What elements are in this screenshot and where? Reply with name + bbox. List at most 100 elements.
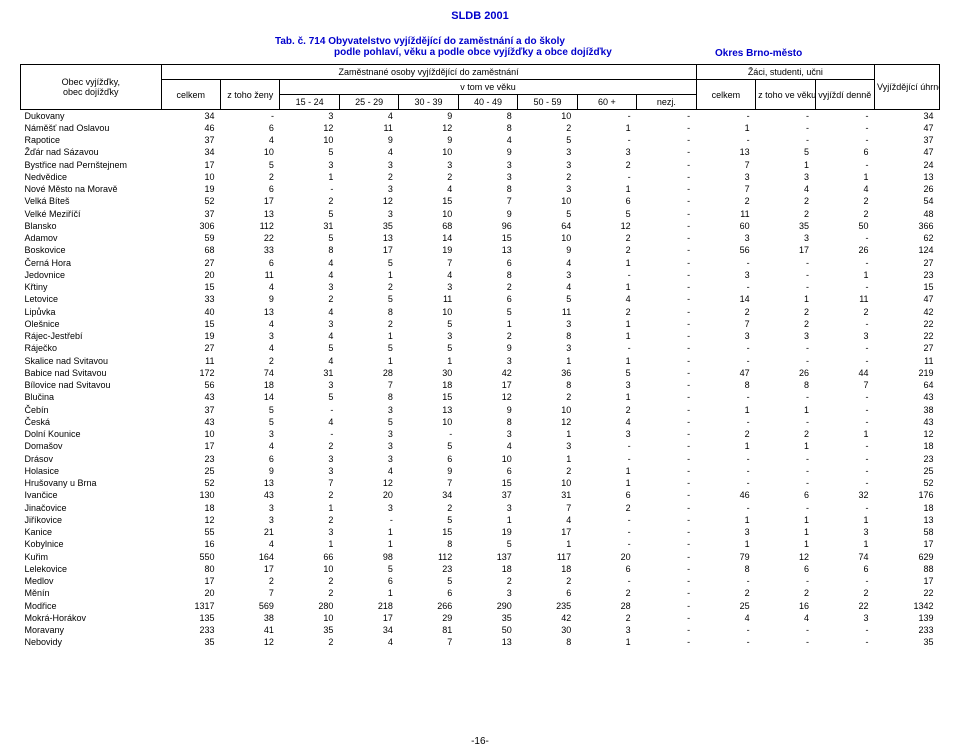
row-cell: 366: [875, 220, 940, 232]
row-cell: 33: [220, 245, 279, 257]
row-cell: 7: [280, 478, 339, 490]
row-cell: 8: [339, 392, 398, 404]
row-cell: 18: [875, 502, 940, 514]
row-cell: 17: [875, 576, 940, 588]
row-cell: 5: [280, 233, 339, 245]
row-cell: 9: [518, 245, 577, 257]
row-cell: 9: [399, 465, 458, 477]
row-cell: -: [280, 429, 339, 441]
row-cell: 6: [220, 257, 279, 269]
table-row: Mokrá-Horákov1353810172935422-443139: [21, 612, 940, 624]
row-cell: 35: [458, 612, 517, 624]
row-cell: -: [637, 135, 696, 147]
row-cell: -: [815, 416, 874, 428]
row-cell: 1: [696, 404, 755, 416]
row-cell: 18: [518, 563, 577, 575]
row-cell: 11: [339, 122, 398, 134]
row-name: Nové Město na Moravě: [21, 184, 162, 196]
row-cell: 1: [577, 282, 636, 294]
row-cell: 74: [815, 551, 874, 563]
row-cell: 15: [399, 527, 458, 539]
row-cell: 3: [577, 380, 636, 392]
row-cell: 22: [815, 600, 874, 612]
row-cell: 8: [458, 184, 517, 196]
row-cell: 47: [875, 294, 940, 306]
row-cell: 3: [399, 282, 458, 294]
row-cell: 64: [875, 380, 940, 392]
row-cell: 10: [280, 135, 339, 147]
col-25-29: 25 - 29: [339, 95, 398, 110]
row-cell: 13: [458, 245, 517, 257]
row-cell: 30: [399, 367, 458, 379]
row-cell: 17: [161, 576, 220, 588]
row-cell: 14: [399, 233, 458, 245]
row-cell: 17: [756, 245, 815, 257]
row-cell: 3: [458, 159, 517, 171]
col-uhrnem: Vyjíždějící úhrnem: [875, 65, 940, 110]
row-cell: 25: [161, 465, 220, 477]
row-cell: -: [756, 576, 815, 588]
row-cell: -: [637, 637, 696, 649]
row-cell: -: [756, 637, 815, 649]
table-row: Čebín375-3139102-11-38: [21, 404, 940, 416]
row-cell: -: [577, 135, 636, 147]
table-row: Drásov236336101-----23: [21, 453, 940, 465]
row-cell: 3: [280, 282, 339, 294]
title-prefix: Tab. č. 714: [275, 36, 325, 47]
row-cell: 2: [756, 588, 815, 600]
table-row: Kobylnice16411851--11117: [21, 539, 940, 551]
row-cell: 3: [280, 465, 339, 477]
row-cell: 233: [161, 625, 220, 637]
row-cell: -: [637, 159, 696, 171]
row-cell: 6: [339, 576, 398, 588]
row-cell: -: [696, 282, 755, 294]
row-cell: -: [756, 135, 815, 147]
row-cell: -: [637, 576, 696, 588]
row-name: Blansko: [21, 220, 162, 232]
row-cell: 31: [280, 220, 339, 232]
row-cell: 6: [577, 196, 636, 208]
row-cell: 5: [280, 147, 339, 159]
row-cell: 52: [161, 478, 220, 490]
row-cell: 4: [399, 184, 458, 196]
row-cell: -: [637, 220, 696, 232]
row-cell: 17: [220, 196, 279, 208]
row-cell: 6: [756, 490, 815, 502]
row-cell: 1: [815, 539, 874, 551]
row-cell: 10: [399, 306, 458, 318]
row-cell: 218: [339, 600, 398, 612]
row-cell: 13: [875, 514, 940, 526]
row-cell: 36: [518, 367, 577, 379]
row-cell: 25: [696, 600, 755, 612]
row-cell: -: [637, 429, 696, 441]
row-cell: 5: [280, 343, 339, 355]
row-cell: 8: [518, 637, 577, 649]
table-header: Obec vyjížďky, obec dojížďky Zaměstnané …: [21, 65, 940, 110]
row-cell: 13: [339, 233, 398, 245]
row-cell: 6: [399, 588, 458, 600]
row-cell: 306: [161, 220, 220, 232]
row-cell: 3: [815, 331, 874, 343]
row-cell: 2: [518, 122, 577, 134]
row-cell: 6: [518, 588, 577, 600]
row-cell: 7: [399, 478, 458, 490]
row-cell: 2: [399, 171, 458, 183]
row-cell: -: [815, 478, 874, 490]
row-cell: 58: [875, 527, 940, 539]
row-cell: 4: [577, 416, 636, 428]
row-cell: 164: [220, 551, 279, 563]
row-name: Čebín: [21, 404, 162, 416]
row-cell: 3: [756, 331, 815, 343]
row-name: Letovice: [21, 294, 162, 306]
row-cell: 13: [220, 306, 279, 318]
row-name: Domašov: [21, 441, 162, 453]
row-cell: -: [815, 159, 874, 171]
row-cell: 22: [875, 588, 940, 600]
row-cell: 10: [518, 110, 577, 123]
row-cell: -: [815, 453, 874, 465]
row-cell: 9: [399, 110, 458, 123]
row-cell: 3: [280, 110, 339, 123]
row-name: Drásov: [21, 453, 162, 465]
row-cell: -: [637, 294, 696, 306]
row-cell: 47: [696, 367, 755, 379]
